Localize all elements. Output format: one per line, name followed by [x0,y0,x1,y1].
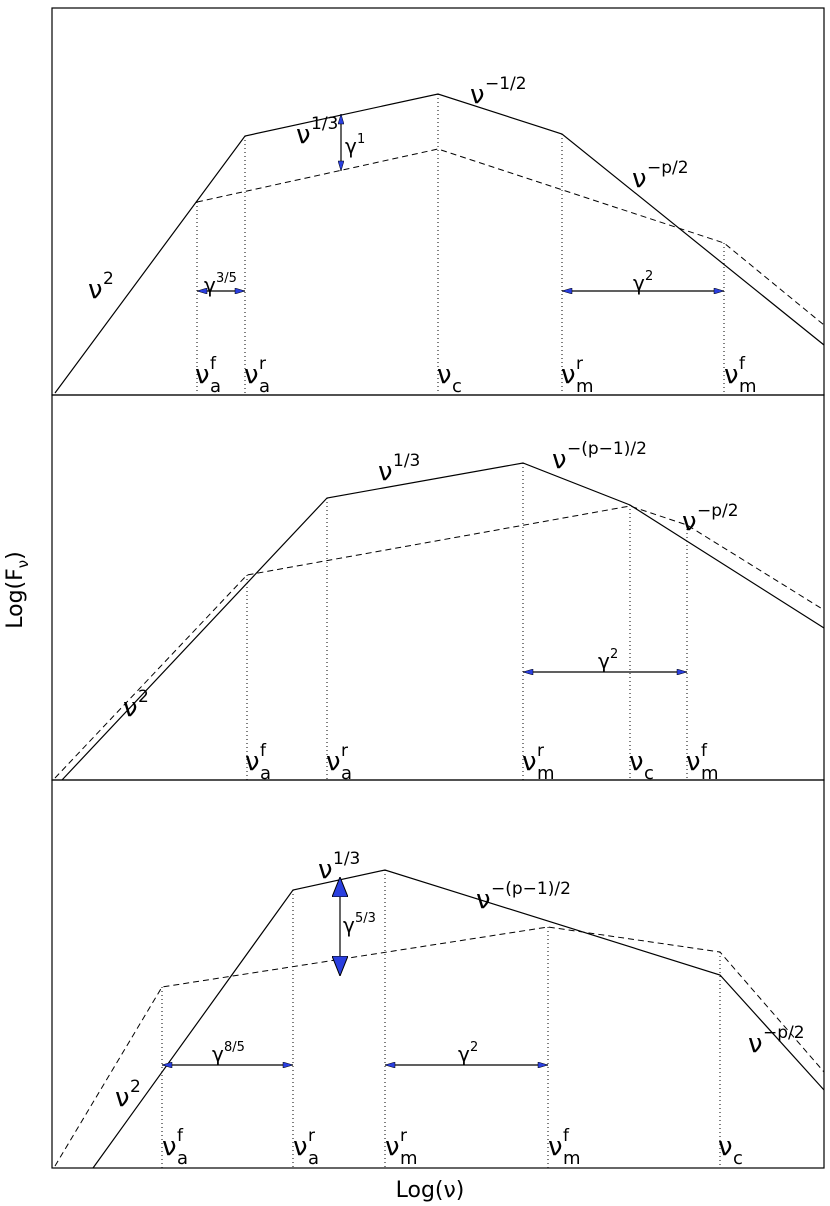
symbol: ν [318,855,333,885]
y-label-main: Log(F [3,568,28,629]
superscript: r [537,741,544,761]
superscript: −p/2 [763,1023,805,1043]
symbol: γ [343,913,355,937]
subscript: c [452,376,462,397]
superscript: −p/2 [697,501,739,521]
symbol: ν [561,360,576,390]
superscript: 8/5 [224,1040,245,1055]
superscript: r [576,354,583,374]
subscript: c [733,1148,743,1169]
symbol: ν [724,360,739,390]
subscript: a [210,376,221,397]
panel-2-curves [54,462,825,781]
superscript: 1/3 [393,451,420,471]
symbol: ν [522,747,537,777]
superscript: f [563,1126,570,1146]
symbol: ν [682,507,697,537]
subscript: m [739,376,757,397]
subscript: m [537,763,555,784]
symbol: ν [245,747,260,777]
symbol: ν [552,445,567,475]
superscript: −(p−1)/2 [567,439,647,459]
x-axis-label: Log(ν) [396,1178,465,1203]
symbol: γ [458,1042,470,1066]
symbol: ν [123,693,138,723]
symbol: ν [296,120,311,150]
subscript: a [308,1148,319,1169]
subscript: m [576,376,594,397]
superscript: f [260,741,267,761]
symbol: ν [748,1029,763,1059]
subscript: c [644,763,654,784]
subscript: m [400,1148,418,1169]
symbol: γ [204,273,216,297]
superscript: f [739,354,746,374]
subscript: a [341,763,352,784]
symbol: γ [345,134,357,158]
superscript: 1/3 [333,849,360,869]
superscript: 2 [103,269,114,289]
subscript: a [260,763,271,784]
symbol: ν [629,747,644,777]
superscript: 2 [130,1077,141,1097]
symbol: ν [115,1083,130,1113]
symbol: ν [88,275,103,305]
symbol: ν [244,360,259,390]
symbol: ν [548,1132,563,1162]
superscript: f [177,1126,184,1146]
superscript: f [701,741,708,761]
subscript: a [177,1148,188,1169]
symbol: ν [470,80,485,110]
superscript: r [259,354,266,374]
y-axis-label: Log(Fν) [3,551,32,629]
superscript: 2 [645,269,653,284]
symbol: ν [385,1132,400,1162]
superscript: 2 [610,647,618,662]
panel-1-curves [54,93,825,394]
symbol: γ [598,649,610,673]
panel-frames [51,7,825,1169]
symbol: ν [326,747,341,777]
superscript: 1 [357,132,365,147]
superscript: f [210,354,217,374]
symbol: γ [633,271,645,295]
subscript: m [563,1148,581,1169]
superscript: 5/3 [355,911,376,926]
symbol: ν [162,1132,177,1162]
subscript: m [701,763,719,784]
y-label-sub: ν [14,560,32,568]
symbol: ν [718,1132,733,1162]
symbol: ν [437,360,452,390]
symbol: ν [195,360,210,390]
superscript: r [400,1126,407,1146]
superscript: 1/3 [311,114,338,134]
superscript: r [341,741,348,761]
superscript: 3/5 [216,271,237,286]
y-label-close: ) [3,551,28,560]
superscript: 2 [470,1040,478,1055]
symbol: γ [212,1042,224,1066]
symbol: ν [476,885,491,915]
symbol: ν [378,457,393,487]
superscript: 2 [138,687,149,707]
superscript: −p/2 [647,158,689,178]
symbol: ν [293,1132,308,1162]
superscript: −1/2 [485,74,527,94]
subscript: a [259,376,270,397]
symbol: ν [686,747,701,777]
symbol: ν [632,164,647,194]
panel-3-curves [54,869,825,1169]
superscript: r [308,1126,315,1146]
superscript: −(p−1)/2 [491,879,571,899]
